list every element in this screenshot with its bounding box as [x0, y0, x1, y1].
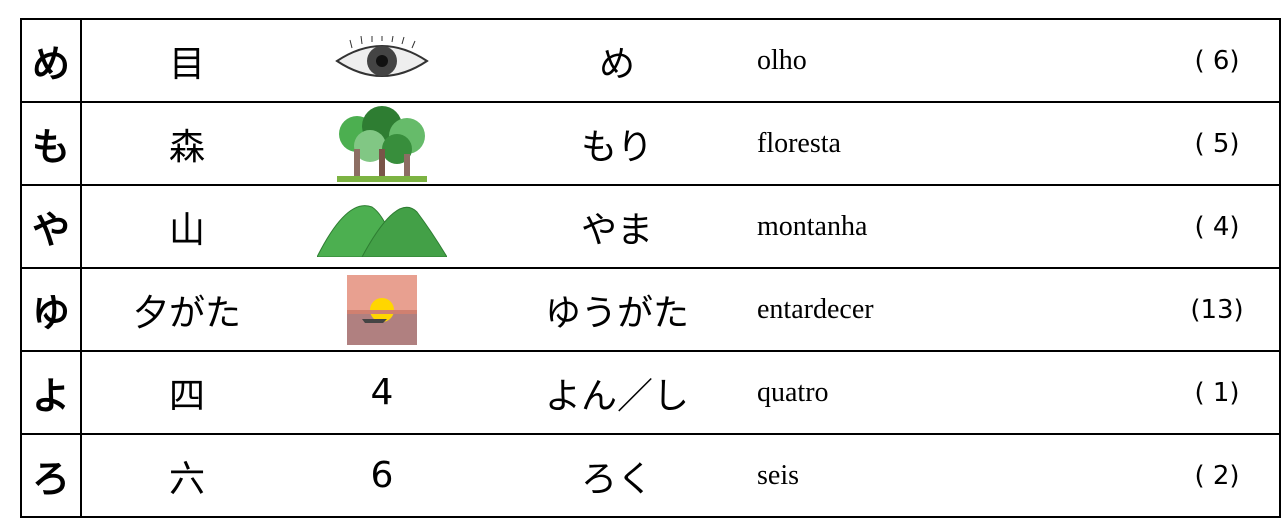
- picture: [312, 186, 452, 267]
- meaning: entardecer: [757, 293, 874, 325]
- count: ( 4): [1194, 211, 1240, 242]
- count: ( 1): [1194, 377, 1240, 408]
- count: ( 2): [1194, 460, 1240, 491]
- kanji: 六: [168, 458, 205, 500]
- count: ( 6): [1194, 45, 1240, 76]
- reading: ゆうがた: [544, 292, 689, 334]
- meaning: olho: [757, 44, 807, 76]
- meaning: seis: [757, 459, 799, 491]
- picture-number: 6: [370, 455, 394, 496]
- kana: ろ: [22, 435, 82, 516]
- table-row: も 森 もり floresta ( 5): [20, 101, 1281, 184]
- count: (13): [1190, 294, 1244, 325]
- picture-number: 4: [370, 372, 394, 413]
- picture: [312, 269, 452, 350]
- meaning: montanha: [757, 210, 868, 242]
- kana: め: [22, 20, 82, 101]
- table-row: よ 四 4 よん／し quatro ( 1): [20, 350, 1281, 433]
- picture: [312, 20, 452, 101]
- kanji: 四: [168, 375, 205, 417]
- kana: や: [22, 186, 82, 267]
- reading: め: [598, 43, 635, 85]
- table-row: ろ 六 6 ろく seis ( 2): [20, 433, 1281, 518]
- kanji: 山: [168, 209, 205, 251]
- kanji: 目: [168, 43, 205, 85]
- kana: よ: [22, 352, 82, 433]
- table-row: や 山 やま montanha ( 4): [20, 184, 1281, 267]
- reading: よん／し: [544, 375, 689, 417]
- table-row: め 目 め olho ( 6): [20, 18, 1281, 101]
- kana: ゆ: [22, 269, 82, 350]
- reading: やま: [580, 209, 653, 251]
- reading: もり: [580, 126, 653, 168]
- kanji: 森: [168, 126, 205, 168]
- count: ( 5): [1194, 128, 1240, 159]
- meaning: quatro: [757, 376, 829, 408]
- table-row: ゆ 夕がた ゆうがた entardecer (13): [20, 267, 1281, 350]
- kana: も: [22, 103, 82, 184]
- meaning: floresta: [757, 127, 841, 159]
- picture: [312, 103, 452, 184]
- kanji: 夕がた: [132, 292, 241, 334]
- reading: ろく: [580, 458, 653, 500]
